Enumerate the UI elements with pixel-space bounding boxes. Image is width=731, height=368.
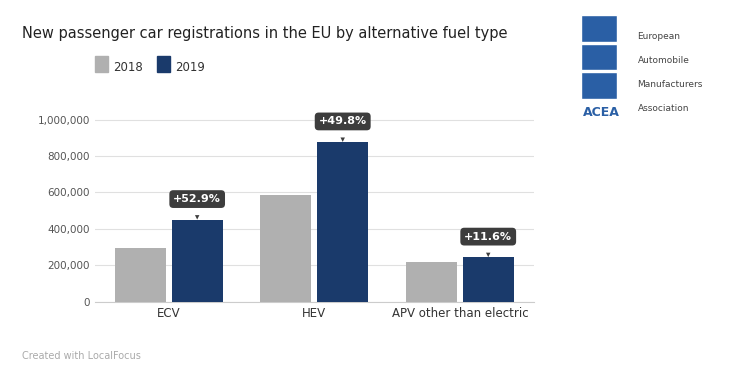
Bar bbox=[581, 43, 617, 70]
Text: European: European bbox=[637, 32, 681, 41]
Bar bbox=[406, 262, 457, 302]
Bar bbox=[317, 142, 368, 302]
Bar bbox=[115, 248, 166, 302]
Bar bbox=[581, 15, 617, 42]
Text: ⌄: ⌄ bbox=[145, 98, 156, 112]
Text: ACEA: ACEA bbox=[583, 106, 619, 119]
Text: 2018: 2018 bbox=[113, 61, 143, 74]
Bar bbox=[260, 195, 311, 302]
Text: +52.9%: +52.9% bbox=[173, 194, 221, 220]
Text: Association: Association bbox=[637, 104, 689, 113]
Text: Automobile: Automobile bbox=[637, 56, 689, 65]
Bar bbox=[463, 257, 514, 302]
Bar bbox=[172, 220, 223, 302]
Text: Manufacturers: Manufacturers bbox=[637, 80, 702, 89]
Text: New passenger car registrations in the EU by alternative fuel type: New passenger car registrations in the E… bbox=[22, 26, 507, 41]
Bar bbox=[581, 72, 617, 99]
Text: +11.6%: +11.6% bbox=[464, 231, 512, 257]
Text: +49.8%: +49.8% bbox=[319, 116, 367, 142]
Text: EUROPEAN UNION: EUROPEAN UNION bbox=[34, 100, 140, 110]
Text: 2019: 2019 bbox=[175, 61, 205, 74]
Text: Created with LocalFocus: Created with LocalFocus bbox=[22, 351, 141, 361]
